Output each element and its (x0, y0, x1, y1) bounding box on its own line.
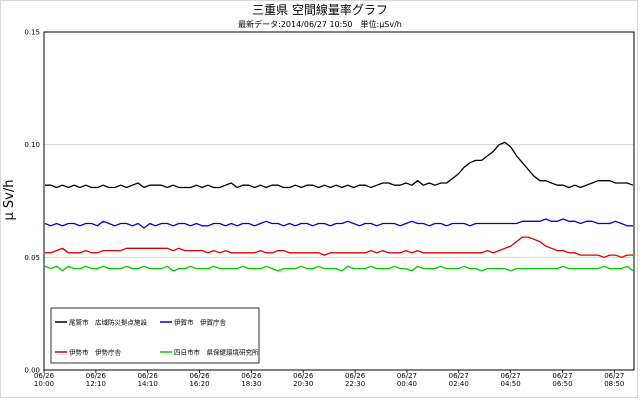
series-line-1 (44, 218, 633, 229)
series-line-0 (45, 141, 634, 189)
legend-label: 伊賀市 伊賀庁舎 (174, 317, 227, 326)
x-tick-time: 08:50 (604, 380, 624, 388)
y-axis: 0.00 0.05 0.10 0.15 (24, 29, 40, 375)
x-tick-date: 06/26 (189, 372, 210, 380)
series-line-2 (45, 236, 633, 258)
x-tick-time: 06:50 (552, 380, 572, 388)
x-tick-time: 18:30 (241, 380, 261, 388)
legend-label: 尾鷲市 広域防災拠点施設 (69, 317, 148, 326)
chart-subtitle: 最新データ:2014/06/27 10:50 単位:μSv/h (238, 19, 402, 29)
plot-area (43, 31, 635, 371)
x-tick-time: 14:10 (138, 380, 158, 388)
y-tick-label: 0.05 (24, 254, 40, 262)
x-tick-date: 06/26 (34, 372, 55, 380)
x-tick-time: 10:00 (34, 380, 54, 388)
x-tick-date: 06/27 (449, 372, 469, 380)
series-line-3 (44, 265, 634, 272)
x-tick-time: 20:30 (293, 380, 313, 388)
x-tick-time: 12:10 (86, 380, 106, 388)
x-tick-date: 06/27 (604, 372, 624, 380)
x-tick-time: 00:40 (397, 380, 417, 388)
legend-label: 伊勢市 伊勢庁舎 (69, 347, 122, 356)
x-tick-time: 16:20 (189, 380, 209, 388)
y-tick-label: 0.10 (24, 141, 40, 149)
x-axis: 06/2610:0006/2612:1006/2614:1006/2616:20… (34, 370, 624, 388)
x-tick-date: 06/27 (397, 372, 417, 380)
x-tick-time: 02:40 (449, 380, 469, 388)
chart-title: 三重県 空間線量率グラフ (252, 2, 388, 17)
x-tick-date: 06/27 (501, 372, 521, 380)
grid (44, 144, 634, 258)
x-tick-time: 04:50 (501, 380, 521, 388)
y-tick-label: 0.15 (24, 29, 40, 37)
series-group (44, 141, 634, 272)
x-tick-date: 06/26 (138, 372, 159, 380)
x-tick-time: 22:30 (345, 380, 365, 388)
x-tick-date: 06/27 (552, 372, 572, 380)
x-tick-date: 06/26 (345, 372, 366, 380)
legend-label: 四日市市 県保健環境研究所 (174, 347, 259, 356)
y-axis-label: μ Sv/h (2, 180, 17, 221)
x-tick-date: 06/26 (86, 372, 107, 380)
x-tick-date: 06/26 (241, 372, 262, 380)
legend-box (50, 307, 260, 364)
x-tick-date: 06/26 (293, 372, 314, 380)
y-tick-label: 0.00 (24, 367, 40, 375)
